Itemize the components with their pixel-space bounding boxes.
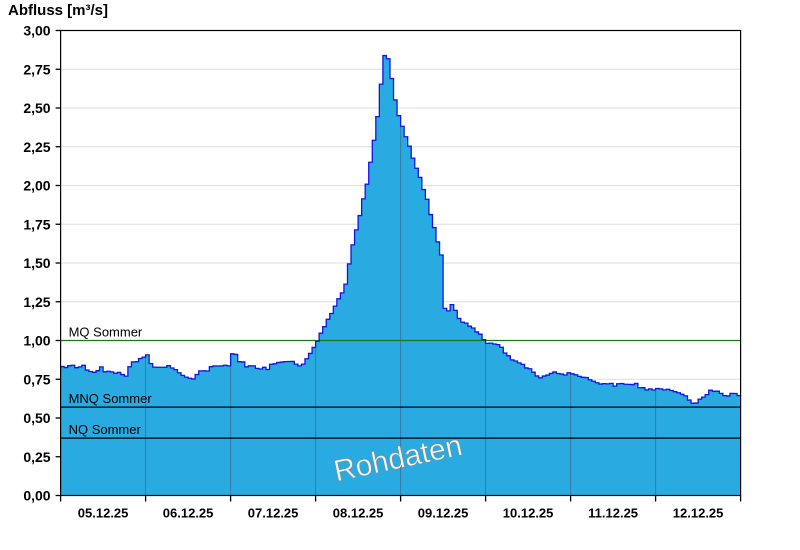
svg-text:1,50: 1,50	[23, 255, 50, 271]
svg-text:06.12.25: 06.12.25	[163, 506, 214, 521]
svg-text:1,00: 1,00	[23, 333, 50, 349]
svg-text:1,75: 1,75	[23, 216, 50, 232]
svg-text:2,25: 2,25	[23, 139, 50, 155]
svg-text:3,00: 3,00	[23, 23, 50, 39]
svg-text:1,25: 1,25	[23, 294, 50, 310]
svg-text:0,50: 0,50	[23, 410, 50, 426]
svg-text:2,00: 2,00	[23, 178, 50, 194]
svg-text:0,75: 0,75	[23, 371, 50, 387]
svg-text:12.12.25: 12.12.25	[673, 506, 724, 521]
svg-text:2,75: 2,75	[23, 61, 50, 77]
svg-text:11.12.25: 11.12.25	[588, 506, 638, 521]
svg-text:MNQ Sommer: MNQ Sommer	[69, 391, 153, 406]
svg-text:10.12.25: 10.12.25	[503, 506, 554, 521]
svg-text:MQ Sommer: MQ Sommer	[69, 325, 143, 340]
svg-text:2,50: 2,50	[23, 100, 50, 116]
svg-text:0,25: 0,25	[23, 449, 50, 465]
svg-text:08.12.25: 08.12.25	[333, 506, 384, 521]
svg-text:09.12.25: 09.12.25	[418, 506, 469, 521]
svg-text:05.12.25: 05.12.25	[78, 506, 129, 521]
svg-text:07.12.25: 07.12.25	[248, 506, 299, 521]
svg-text:0,00: 0,00	[23, 488, 50, 504]
svg-text:NQ Sommer: NQ Sommer	[69, 422, 142, 437]
